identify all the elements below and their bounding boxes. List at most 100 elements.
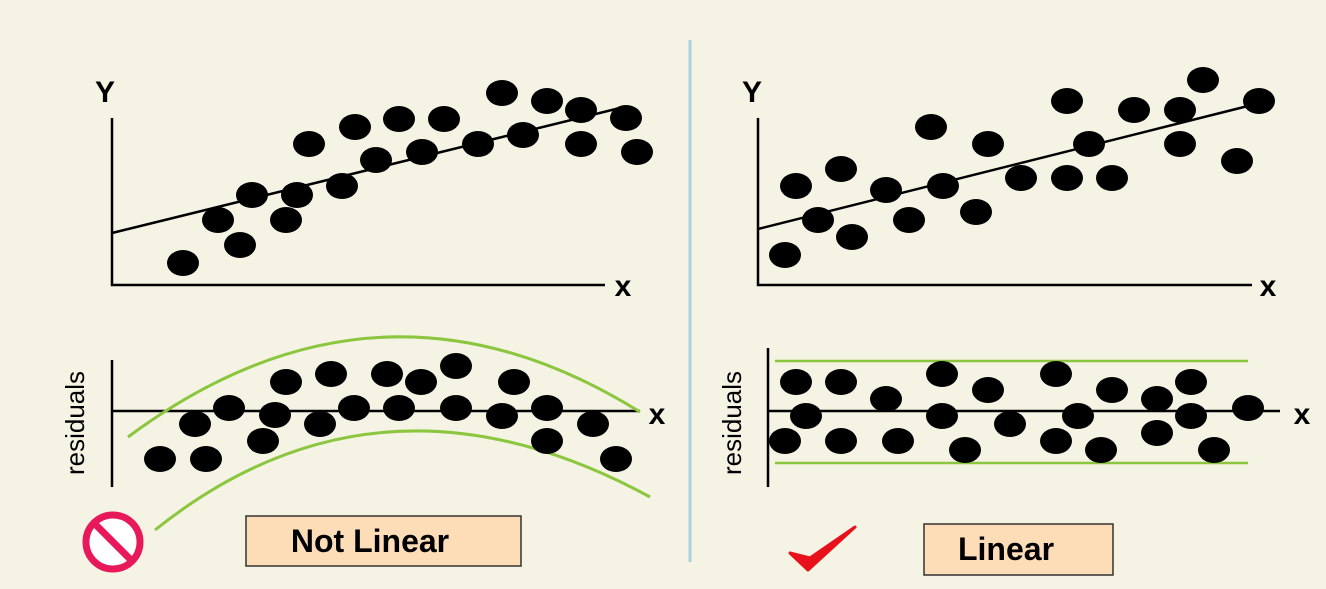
dot — [565, 131, 597, 157]
dot — [281, 182, 313, 208]
dot — [531, 395, 563, 421]
dot — [780, 369, 812, 395]
dot — [406, 139, 438, 165]
dot — [927, 173, 959, 199]
dot — [326, 173, 358, 199]
dot — [1051, 165, 1083, 191]
dot — [167, 250, 199, 276]
dot — [1051, 88, 1083, 114]
dot — [1175, 369, 1207, 395]
dot — [338, 395, 370, 421]
dot — [1005, 165, 1037, 191]
dot — [259, 402, 291, 428]
residual-x-label: x — [649, 398, 666, 431]
dot — [836, 224, 868, 250]
dot — [1085, 437, 1117, 463]
dot — [610, 105, 642, 131]
dot — [1096, 377, 1128, 403]
dot — [893, 207, 925, 233]
dot — [428, 106, 460, 132]
dot — [565, 97, 597, 123]
dot — [960, 199, 992, 225]
check-mark — [788, 525, 857, 572]
dot — [1198, 437, 1230, 463]
dot — [621, 139, 653, 165]
dot — [1096, 165, 1128, 191]
dot — [1062, 403, 1094, 429]
axes — [110, 118, 605, 287]
dot — [498, 369, 530, 395]
dot — [440, 395, 472, 421]
y-label: Y — [742, 76, 762, 109]
dot — [531, 428, 563, 454]
dot — [213, 395, 245, 421]
dot — [360, 147, 392, 173]
no-sign-slash — [92, 521, 134, 563]
dot — [270, 369, 302, 395]
dot — [315, 361, 347, 387]
dot — [144, 446, 176, 472]
dot — [339, 114, 371, 140]
dot — [383, 106, 415, 132]
verdict: Not Linear — [291, 523, 449, 559]
dot — [870, 177, 902, 203]
dot — [224, 232, 256, 258]
dot — [769, 428, 801, 454]
dot — [486, 403, 518, 429]
dot — [1118, 97, 1150, 123]
dot — [371, 361, 403, 387]
dot — [769, 242, 801, 268]
dot — [486, 80, 518, 106]
dot — [926, 403, 958, 429]
dot — [293, 131, 325, 157]
verdict-box — [245, 515, 522, 567]
dot — [994, 411, 1026, 437]
dot — [577, 411, 609, 437]
dot — [1232, 395, 1264, 421]
dot — [1175, 403, 1207, 429]
dot — [972, 131, 1004, 157]
residual-label: residuals — [60, 371, 90, 475]
dot — [405, 369, 437, 395]
dot — [1040, 361, 1072, 387]
dot — [802, 207, 834, 233]
dot — [179, 411, 211, 437]
dot — [870, 386, 902, 412]
dot — [1141, 420, 1173, 446]
dot — [1164, 97, 1196, 123]
dot — [1243, 88, 1275, 114]
left-panel: Y x residuals x Not Linear — [60, 76, 666, 573]
dot — [790, 403, 822, 429]
y-label: Y — [95, 76, 115, 109]
dot — [825, 428, 857, 454]
dot — [1141, 386, 1173, 412]
dot — [1221, 148, 1253, 174]
dot — [949, 437, 981, 463]
envelope — [154, 429, 651, 532]
dot — [531, 88, 563, 114]
dot — [440, 353, 472, 379]
dot — [1187, 67, 1219, 93]
dot — [270, 207, 302, 233]
fit-line — [757, 104, 1249, 231]
dot — [600, 446, 632, 472]
dot — [825, 156, 857, 182]
dot — [247, 428, 279, 454]
dot — [202, 207, 234, 233]
dot — [1164, 131, 1196, 157]
dot — [972, 377, 1004, 403]
verdict-box — [923, 523, 1114, 576]
x-label: x — [615, 270, 632, 303]
dot — [780, 173, 812, 199]
dot — [1073, 131, 1105, 157]
dot — [926, 361, 958, 387]
dot — [882, 428, 914, 454]
dot — [190, 446, 222, 472]
dot — [236, 182, 268, 208]
dot — [915, 114, 947, 140]
residual-x-label: x — [1294, 398, 1311, 431]
dot — [304, 411, 336, 437]
